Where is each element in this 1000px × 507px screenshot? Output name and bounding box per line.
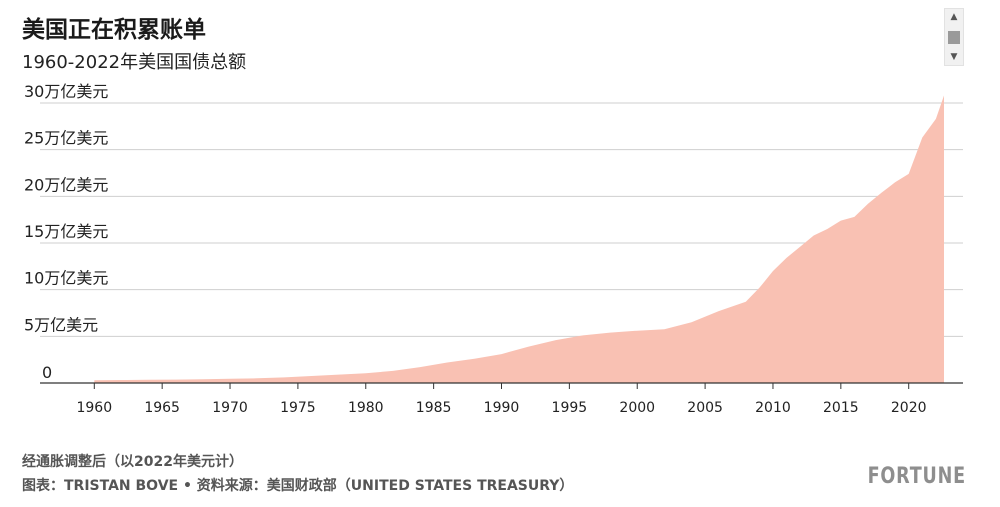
x-tick-label: 2015 [823,400,859,416]
debt-area-series [94,95,944,383]
x-tick-label: 1985 [416,400,452,416]
x-tick-label: 2000 [619,400,655,416]
chart-subtitle: 1960-2022年美国国债总额 [22,52,247,73]
x-tick-label: 1990 [484,400,520,416]
scroll-thumb[interactable] [948,31,960,44]
scrollbar[interactable]: ▲ ▼ [944,8,964,66]
x-tick-label: 1995 [552,400,588,416]
chart-title: 美国正在积累账单 [22,17,206,43]
scroll-up-icon[interactable]: ▲ [950,12,958,22]
chart-note: 经通胀调整后（以2022年美元计） [22,454,243,470]
x-tick-label: 2005 [687,400,723,416]
fortune-logo: FORTUNE [867,464,966,489]
y-tick-label: 15万亿美元 [24,222,108,241]
y-tick-label: 20万亿美元 [24,175,108,194]
x-tick-label: 1960 [76,400,112,416]
x-tick-label: 2020 [891,400,927,416]
debt-area-chart: 0 5万亿美元 10万亿美元 15万亿美元 20万亿美元 25万亿美元 30万亿美元 1960… [24,82,963,416]
y-tick-label: 5万亿美元 [24,315,98,334]
x-tick-label: 1965 [144,400,180,416]
y-tick-label: 10万亿美元 [24,269,108,288]
y-tick-label: 25万亿美元 [24,129,108,148]
chart-source: 图表：TRISTAN BOVE • 资料来源：美国财政部（UNITED STAT… [22,478,574,494]
y-tick-label: 0 [42,363,52,382]
y-tick-label: 30万亿美元 [24,82,108,101]
scroll-down-icon[interactable]: ▼ [950,52,958,62]
x-tick-label: 1975 [280,400,316,416]
x-tick-label: 2010 [755,400,791,416]
x-tick-label: 1980 [348,400,384,416]
x-tick-label: 1970 [212,400,248,416]
